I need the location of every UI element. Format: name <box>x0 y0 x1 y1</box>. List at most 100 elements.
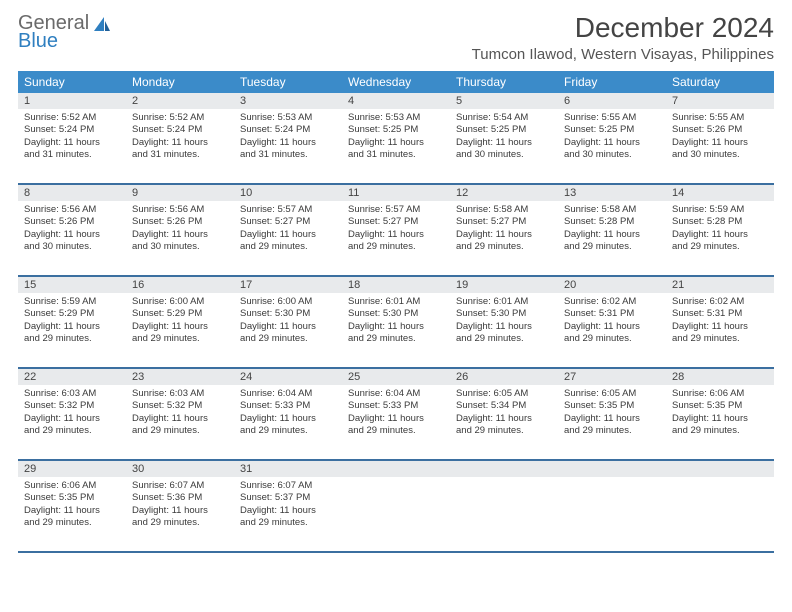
cell-info-line: and 30 minutes. <box>564 149 660 161</box>
date-number: 9 <box>126 185 234 201</box>
cell-info-line: Sunset: 5:30 PM <box>240 308 336 320</box>
cell-info-line: and 29 minutes. <box>672 241 768 253</box>
calendar-cell <box>450 477 558 551</box>
calendar-cell: Sunrise: 5:55 AMSunset: 5:26 PMDaylight:… <box>666 109 774 183</box>
cell-info-line: and 29 minutes. <box>564 333 660 345</box>
cell-info-line: Sunrise: 5:55 AM <box>672 112 768 124</box>
date-number: 8 <box>18 185 126 201</box>
cell-info-line: and 31 minutes. <box>240 149 336 161</box>
day-header: Wednesday <box>342 71 450 93</box>
calendar-cell: Sunrise: 6:03 AMSunset: 5:32 PMDaylight:… <box>126 385 234 459</box>
cell-info-line: Sunrise: 6:07 AM <box>132 480 228 492</box>
calendar-cell: Sunrise: 5:54 AMSunset: 5:25 PMDaylight:… <box>450 109 558 183</box>
date-number: 30 <box>126 461 234 477</box>
cell-info-line: and 29 minutes. <box>240 425 336 437</box>
location-text: Tumcon Ilawod, Western Visayas, Philippi… <box>472 46 774 63</box>
cell-info-line: Daylight: 11 hours <box>672 229 768 241</box>
date-number: 20 <box>558 277 666 293</box>
cell-info-line: and 29 minutes. <box>24 333 120 345</box>
cell-info-line: Sunset: 5:33 PM <box>240 400 336 412</box>
cell-info-line: Sunset: 5:28 PM <box>564 216 660 228</box>
date-number: 17 <box>234 277 342 293</box>
calendar-cell: Sunrise: 5:53 AMSunset: 5:24 PMDaylight:… <box>234 109 342 183</box>
cell-info-line: Sunset: 5:30 PM <box>348 308 444 320</box>
cell-info-line: Sunrise: 6:07 AM <box>240 480 336 492</box>
cell-info-line: Sunrise: 6:03 AM <box>132 388 228 400</box>
cell-info-line: Daylight: 11 hours <box>564 229 660 241</box>
calendar-cell: Sunrise: 6:03 AMSunset: 5:32 PMDaylight:… <box>18 385 126 459</box>
cell-info-line: Daylight: 11 hours <box>348 413 444 425</box>
cell-info-line: Sunset: 5:29 PM <box>24 308 120 320</box>
calendar-cell: Sunrise: 6:02 AMSunset: 5:31 PMDaylight:… <box>666 293 774 367</box>
cell-info-line: Sunset: 5:31 PM <box>672 308 768 320</box>
date-number: 14 <box>666 185 774 201</box>
cell-info-line: Daylight: 11 hours <box>456 229 552 241</box>
cell-info-line: Sunset: 5:34 PM <box>456 400 552 412</box>
cell-info-line: Daylight: 11 hours <box>456 137 552 149</box>
date-number: 3 <box>234 93 342 109</box>
cell-info-line: Daylight: 11 hours <box>564 137 660 149</box>
date-number: 16 <box>126 277 234 293</box>
date-number: 18 <box>342 277 450 293</box>
calendar-cell: Sunrise: 6:06 AMSunset: 5:35 PMDaylight:… <box>666 385 774 459</box>
week-row: Sunrise: 6:06 AMSunset: 5:35 PMDaylight:… <box>18 477 774 553</box>
date-number-row: 1234567 <box>18 93 774 109</box>
cell-info-line: Daylight: 11 hours <box>564 413 660 425</box>
cell-info-line: and 29 minutes. <box>564 425 660 437</box>
logo-text-blue: Blue <box>18 30 58 52</box>
date-number: 28 <box>666 369 774 385</box>
cell-info-line: Sunrise: 5:53 AM <box>240 112 336 124</box>
calendar-cell: Sunrise: 5:59 AMSunset: 5:28 PMDaylight:… <box>666 201 774 275</box>
day-header: Thursday <box>450 71 558 93</box>
cell-info-line: Sunset: 5:32 PM <box>132 400 228 412</box>
cell-info-line: Sunrise: 6:03 AM <box>24 388 120 400</box>
cell-info-line: Sunset: 5:35 PM <box>24 492 120 504</box>
cell-info-line: Sunset: 5:31 PM <box>564 308 660 320</box>
cell-info-line: Sunrise: 5:56 AM <box>24 204 120 216</box>
date-number-row: 15161718192021 <box>18 277 774 293</box>
calendar-cell: Sunrise: 6:04 AMSunset: 5:33 PMDaylight:… <box>234 385 342 459</box>
cell-info-line: Sunrise: 6:05 AM <box>564 388 660 400</box>
cell-info-line: and 29 minutes. <box>456 333 552 345</box>
cell-info-line: and 29 minutes. <box>672 333 768 345</box>
cell-info-line: Sunset: 5:30 PM <box>456 308 552 320</box>
cell-info-line: and 29 minutes. <box>348 333 444 345</box>
date-number <box>342 461 450 477</box>
cell-info-line: and 29 minutes. <box>672 425 768 437</box>
cell-info-line: Sunset: 5:26 PM <box>24 216 120 228</box>
day-header-row: Sunday Monday Tuesday Wednesday Thursday… <box>18 71 774 93</box>
cell-info-line: and 29 minutes. <box>348 425 444 437</box>
date-number: 22 <box>18 369 126 385</box>
calendar-cell: Sunrise: 6:01 AMSunset: 5:30 PMDaylight:… <box>450 293 558 367</box>
calendar-cell: Sunrise: 5:53 AMSunset: 5:25 PMDaylight:… <box>342 109 450 183</box>
day-header: Saturday <box>666 71 774 93</box>
cell-info-line: Daylight: 11 hours <box>24 505 120 517</box>
cell-info-line: Daylight: 11 hours <box>564 321 660 333</box>
cell-info-line: Sunrise: 6:06 AM <box>672 388 768 400</box>
cell-info-line: Sunset: 5:27 PM <box>240 216 336 228</box>
cell-info-line: Sunset: 5:26 PM <box>672 124 768 136</box>
cell-info-line: and 29 minutes. <box>24 517 120 529</box>
cell-info-line: and 31 minutes. <box>24 149 120 161</box>
date-number: 15 <box>18 277 126 293</box>
date-number-row: 891011121314 <box>18 185 774 201</box>
date-number-row: 293031 <box>18 461 774 477</box>
cell-info-line: and 30 minutes. <box>132 241 228 253</box>
month-title: December 2024 <box>472 12 774 44</box>
day-header: Friday <box>558 71 666 93</box>
cell-info-line: Sunrise: 6:00 AM <box>240 296 336 308</box>
cell-info-line: and 29 minutes. <box>24 425 120 437</box>
cell-info-line: and 31 minutes. <box>132 149 228 161</box>
date-number-row: 22232425262728 <box>18 369 774 385</box>
cell-info-line: and 29 minutes. <box>240 517 336 529</box>
calendar-cell: Sunrise: 6:04 AMSunset: 5:33 PMDaylight:… <box>342 385 450 459</box>
date-number: 11 <box>342 185 450 201</box>
cell-info-line: Daylight: 11 hours <box>240 321 336 333</box>
cell-info-line: Sunset: 5:36 PM <box>132 492 228 504</box>
date-number: 31 <box>234 461 342 477</box>
cell-info-line: Daylight: 11 hours <box>240 229 336 241</box>
calendar-cell: Sunrise: 5:52 AMSunset: 5:24 PMDaylight:… <box>126 109 234 183</box>
date-number: 4 <box>342 93 450 109</box>
day-header: Sunday <box>18 71 126 93</box>
cell-info-line: and 29 minutes. <box>240 333 336 345</box>
